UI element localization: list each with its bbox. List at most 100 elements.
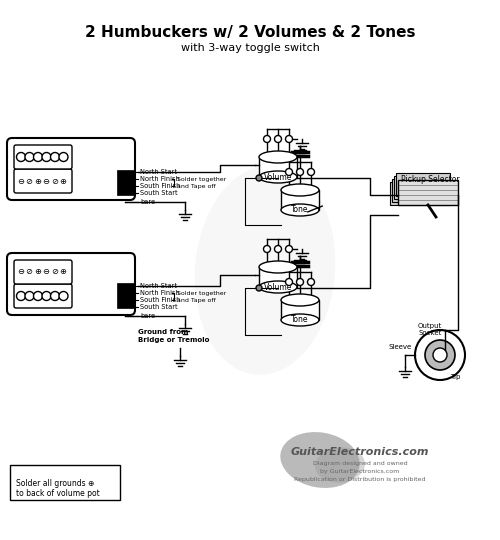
Text: South Finish: South Finish: [140, 183, 180, 189]
Bar: [396, 173, 450, 196]
Text: Solder together: Solder together: [177, 291, 226, 296]
Text: Output
Socket: Output Socket: [418, 323, 442, 336]
Text: Solder all grounds ⊕: Solder all grounds ⊕: [16, 480, 94, 489]
Text: Volume: Volume: [264, 172, 292, 181]
FancyBboxPatch shape: [14, 260, 72, 284]
Circle shape: [433, 348, 447, 362]
Text: Volume: Volume: [264, 282, 292, 292]
Circle shape: [256, 285, 262, 291]
Text: Sleeve: Sleeve: [389, 344, 412, 350]
Bar: [390, 182, 450, 205]
Circle shape: [264, 246, 270, 253]
Ellipse shape: [281, 314, 319, 326]
Text: Republication or Distribution is prohibited: Republication or Distribution is prohibi…: [294, 476, 426, 482]
Text: Ground from: Ground from: [138, 329, 188, 335]
Bar: [281, 300, 319, 320]
Ellipse shape: [194, 165, 336, 375]
Text: to back of volume pot: to back of volume pot: [16, 489, 100, 497]
Bar: [117, 170, 135, 195]
Text: by GuitarElectronics.com: by GuitarElectronics.com: [320, 469, 400, 474]
Ellipse shape: [280, 432, 359, 488]
Circle shape: [286, 136, 292, 143]
Bar: [259, 267, 297, 287]
Circle shape: [42, 292, 51, 300]
Circle shape: [264, 136, 270, 143]
FancyBboxPatch shape: [14, 145, 72, 169]
Text: $\oplus$: $\oplus$: [60, 267, 68, 276]
Text: Tip: Tip: [450, 374, 460, 380]
Bar: [281, 190, 319, 210]
FancyBboxPatch shape: [14, 284, 72, 308]
Text: $\oslash$: $\oslash$: [51, 177, 59, 186]
Text: Pickup Selector: Pickup Selector: [400, 176, 460, 185]
Text: 2 Humbuckers w/ 2 Volumes & 2 Tones: 2 Humbuckers w/ 2 Volumes & 2 Tones: [85, 24, 415, 39]
Text: GuitarElectronics.com: GuitarElectronics.com: [291, 447, 429, 457]
Text: $\ominus$: $\ominus$: [42, 177, 50, 186]
FancyBboxPatch shape: [7, 253, 135, 315]
Circle shape: [274, 136, 281, 143]
Ellipse shape: [259, 261, 297, 273]
Circle shape: [308, 168, 314, 176]
Text: $\oslash$: $\oslash$: [26, 267, 34, 276]
Ellipse shape: [281, 294, 319, 306]
Ellipse shape: [315, 448, 365, 483]
Circle shape: [50, 292, 59, 300]
Circle shape: [34, 152, 42, 161]
Bar: [259, 157, 297, 177]
Text: $\ominus$: $\ominus$: [17, 267, 25, 276]
Ellipse shape: [259, 151, 297, 163]
Circle shape: [59, 292, 68, 300]
Text: $\oplus$: $\oplus$: [60, 177, 68, 186]
Text: and Tape off: and Tape off: [177, 298, 216, 303]
Text: South Start: South Start: [140, 190, 177, 196]
Text: Tone: Tone: [291, 206, 309, 214]
Circle shape: [59, 152, 68, 161]
Circle shape: [274, 246, 281, 253]
Circle shape: [286, 246, 292, 253]
Circle shape: [16, 152, 26, 161]
Text: North Finish: North Finish: [140, 290, 180, 296]
Bar: [10, 465, 120, 500]
Circle shape: [16, 292, 26, 300]
Text: $\oslash$: $\oslash$: [26, 177, 34, 186]
Circle shape: [296, 279, 304, 286]
Text: South Start: South Start: [140, 304, 177, 310]
Text: Diagram designed and owned: Diagram designed and owned: [312, 461, 408, 465]
Circle shape: [25, 292, 34, 300]
Circle shape: [50, 152, 59, 161]
FancyBboxPatch shape: [7, 138, 135, 200]
Text: Solder together: Solder together: [177, 177, 226, 182]
Bar: [117, 283, 135, 308]
Circle shape: [425, 340, 455, 370]
Circle shape: [25, 152, 34, 161]
Circle shape: [308, 279, 314, 286]
Bar: [392, 179, 450, 202]
Circle shape: [415, 330, 465, 380]
FancyBboxPatch shape: [14, 169, 72, 193]
Circle shape: [256, 175, 262, 181]
Text: South Finish: South Finish: [140, 297, 180, 303]
Text: Tone: Tone: [291, 315, 309, 325]
Text: with 3-way toggle switch: with 3-way toggle switch: [180, 43, 320, 53]
Bar: [398, 180, 458, 205]
Bar: [394, 176, 450, 199]
Text: Bridge or Tremolo: Bridge or Tremolo: [138, 337, 210, 343]
Circle shape: [34, 292, 42, 300]
Text: North Start: North Start: [140, 169, 177, 175]
Ellipse shape: [281, 204, 319, 216]
Ellipse shape: [259, 171, 297, 183]
Ellipse shape: [281, 184, 319, 196]
Text: $\ominus$: $\ominus$: [17, 177, 25, 186]
Circle shape: [42, 152, 51, 161]
Text: bare: bare: [140, 199, 155, 205]
Ellipse shape: [259, 281, 297, 293]
Text: $\oplus$: $\oplus$: [34, 267, 42, 276]
Text: and Tape off: and Tape off: [177, 184, 216, 189]
Circle shape: [286, 279, 292, 286]
Text: North Finish: North Finish: [140, 176, 180, 182]
Circle shape: [286, 168, 292, 176]
Text: $\oplus$: $\oplus$: [34, 177, 42, 186]
Text: $\ominus$: $\ominus$: [42, 267, 50, 276]
Text: North Start: North Start: [140, 283, 177, 289]
Circle shape: [296, 168, 304, 176]
